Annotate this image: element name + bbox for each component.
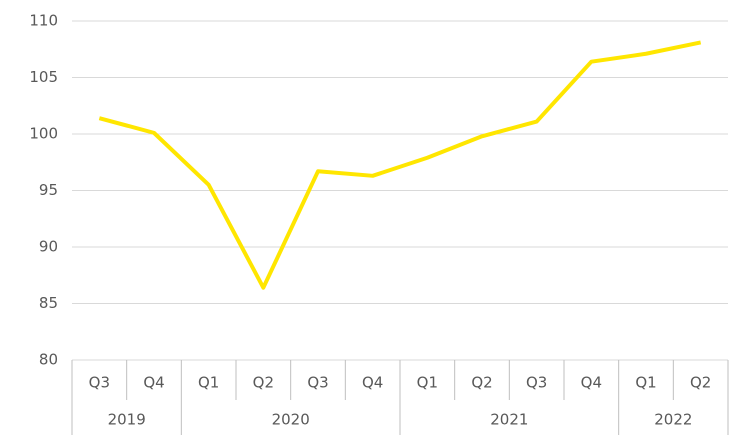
x-tick-label: Q1 <box>198 374 219 392</box>
y-tick-label: 95 <box>39 181 58 199</box>
group-label: 2020 <box>272 411 310 429</box>
x-tick-label: Q2 <box>253 374 274 392</box>
x-tick-label: Q2 <box>471 374 492 392</box>
y-tick-label: 80 <box>39 351 58 369</box>
y-tick-label: 100 <box>29 125 58 143</box>
group-label: 2021 <box>490 411 528 429</box>
x-tick-label: Q4 <box>143 374 164 392</box>
group-label: 2019 <box>108 411 146 429</box>
x-tick-label: Q1 <box>417 374 438 392</box>
y-tick-label: 110 <box>29 12 58 30</box>
x-tick-label: Q3 <box>307 374 328 392</box>
x-tick-label: Q4 <box>362 374 383 392</box>
x-tick-label: Q2 <box>690 374 711 392</box>
line-series <box>98 40 702 290</box>
x-tick-label: Q1 <box>635 374 656 392</box>
y-tick-label: 90 <box>39 238 58 256</box>
y-tick-label: 105 <box>29 68 58 86</box>
group-label: 2022 <box>654 411 692 429</box>
x-tick-label: Q4 <box>581 374 602 392</box>
x-tick-label: Q3 <box>526 374 547 392</box>
x-tick-label: Q3 <box>89 374 110 392</box>
y-tick-label: 85 <box>39 294 58 312</box>
